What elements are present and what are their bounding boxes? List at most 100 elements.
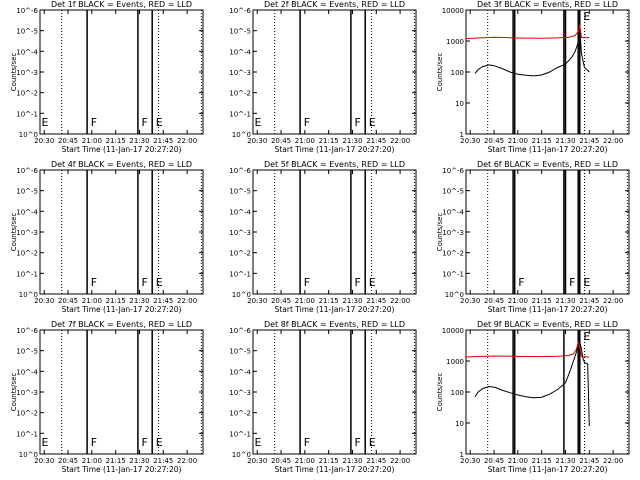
x-tick-label: 20:45	[271, 297, 291, 305]
x-axis-label: Start Time (11-Jan-17 20:27:20)	[62, 465, 182, 474]
y-tick-label: 10^-5	[16, 188, 38, 196]
flag-label: F	[141, 276, 147, 289]
panel-title: Det 2f BLACK = Events, RED = LLD	[264, 0, 405, 9]
x-tick-label: 20:45	[484, 297, 504, 305]
x-tick-label: 22:00	[177, 297, 197, 305]
plot-frame	[252, 329, 417, 455]
panel-title: Det 8f BLACK = Events, RED = LLD	[264, 320, 405, 329]
y-tick-label: 1000	[446, 38, 464, 46]
x-tick-label: 22:00	[603, 457, 623, 465]
detector-panel-2: Det 2f BLACK = Events, RED = LLD 10^0 10^-…	[229, 0, 417, 154]
y-tick-label: 10^-1	[229, 430, 251, 438]
x-tick-label: 21:45	[579, 457, 599, 465]
y-tick-label: 10^-3	[229, 229, 251, 237]
y-tick-label: 10^-1	[16, 270, 38, 278]
y-tick-label: 10^-5	[229, 28, 251, 36]
x-axis-label: Start Time (11-Jan-17 20:27:20)	[275, 305, 395, 314]
y-tick-label: 1000	[446, 358, 464, 366]
y-tick-label: 100	[451, 69, 464, 77]
x-tick-label: 21:15	[532, 457, 552, 465]
plot-frame	[465, 169, 630, 295]
y-tick-label: 10^0	[19, 451, 38, 459]
detector-panel-7: Det 7f BLACK = Events, RED = LLD 10^0 10^-…	[10, 320, 204, 474]
x-tick-label: 21:15	[106, 297, 126, 305]
x-axis-label: Start Time (11-Jan-17 20:27:20)	[62, 305, 182, 314]
x-tick-label: 22:00	[603, 297, 623, 305]
x-tick-label: 20:30	[247, 137, 267, 145]
flag-label: F	[304, 436, 310, 449]
y-tick-label: 10^-6	[16, 167, 38, 175]
y-tick-label: 10^-1	[229, 270, 251, 278]
y-axis-label: Counts/sec	[436, 53, 444, 92]
panel-title: Det 3f BLACK = Events, RED = LLD	[477, 0, 618, 9]
x-tick-label: 21:30	[342, 457, 362, 465]
x-tick-label: 21:00	[82, 457, 102, 465]
x-tick-label: 20:30	[34, 297, 54, 305]
x-tick-label: 21:30	[129, 457, 149, 465]
flag-label: F	[304, 116, 310, 129]
y-tick-label: 10^-2	[16, 90, 38, 98]
y-tick-label: 10^0	[232, 291, 251, 299]
y-axis-label: Counts/sec	[10, 373, 18, 412]
x-tick-label: 20:45	[484, 457, 504, 465]
y-axis-label: Counts/sec	[436, 373, 444, 412]
y-tick-label: 10^-4	[229, 368, 251, 376]
flag-label: E	[254, 116, 261, 129]
y-tick-label: 10^-4	[229, 48, 251, 56]
lld-series-line	[465, 24, 590, 39]
y-tick-label: 10^-6	[229, 327, 251, 335]
x-axis-label: Start Time (11-Jan-17 20:27:20)	[275, 145, 395, 154]
flag-label: E	[41, 436, 48, 449]
x-tick-label: 21:00	[508, 297, 528, 305]
x-tick-label: 21:00	[508, 457, 528, 465]
x-tick-label: 21:45	[153, 457, 173, 465]
x-tick-label: 21:30	[129, 297, 149, 305]
y-tick-label: 10^0	[232, 131, 251, 139]
y-tick-label: 10^-6	[229, 167, 251, 175]
flag-label: F	[91, 116, 97, 129]
panel-title: Det 4f BLACK = Events, RED = LLD	[51, 160, 192, 169]
y-tick-label: 10^-1	[442, 270, 464, 278]
x-tick-label: 21:15	[532, 137, 552, 145]
y-tick-label: 10^-6	[442, 167, 464, 175]
x-tick-label: 21:30	[342, 297, 362, 305]
x-tick-label: 21:45	[153, 297, 173, 305]
x-tick-label: 21:45	[153, 137, 173, 145]
flag-label: F	[569, 276, 575, 289]
x-tick-label: 21:30	[555, 137, 575, 145]
flag-label: E	[369, 276, 376, 289]
y-tick-label: 10^-3	[16, 229, 38, 237]
x-axis-label: Start Time (11-Jan-17 20:27:20)	[488, 145, 608, 154]
x-tick-label: 22:00	[390, 137, 410, 145]
lld-series-line	[465, 340, 590, 358]
y-tick-label: 10^0	[445, 291, 464, 299]
y-tick-label: 1	[460, 451, 464, 459]
panel-title: Det 6f BLACK = Events, RED = LLD	[477, 160, 618, 169]
flag-label: F	[141, 436, 147, 449]
y-tick-label: 1	[460, 131, 464, 139]
flag-label: E	[369, 436, 376, 449]
flag-label: E	[41, 116, 48, 129]
y-tick-label: 10	[455, 420, 464, 428]
y-tick-label: 10^-2	[16, 410, 38, 418]
plot-frame	[465, 329, 630, 455]
flag-label: F	[91, 436, 97, 449]
x-axis-label: Start Time (11-Jan-17 20:27:20)	[62, 145, 182, 154]
x-tick-label: 21:00	[82, 297, 102, 305]
y-tick-label: 10	[455, 100, 464, 108]
y-tick-label: 10^-3	[229, 389, 251, 397]
flag-label: F	[304, 276, 310, 289]
x-tick-label: 20:30	[460, 137, 480, 145]
y-tick-label: 10^-3	[229, 69, 251, 77]
plot-frame	[39, 169, 204, 295]
panel-title: Det 1f BLACK = Events, RED = LLD	[51, 0, 192, 9]
detector-panel-5: Det 5f BLACK = Events, RED = LLD 10^0 10^-…	[229, 160, 417, 314]
x-tick-label: 20:45	[58, 457, 78, 465]
x-tick-label: 22:00	[177, 457, 197, 465]
x-tick-label: 21:30	[555, 297, 575, 305]
y-tick-label: 10^-3	[16, 389, 38, 397]
events-series-line	[474, 28, 590, 77]
x-tick-label: 21:00	[295, 457, 315, 465]
x-tick-label: 21:15	[319, 297, 339, 305]
y-tick-label: 10^-6	[229, 7, 251, 15]
